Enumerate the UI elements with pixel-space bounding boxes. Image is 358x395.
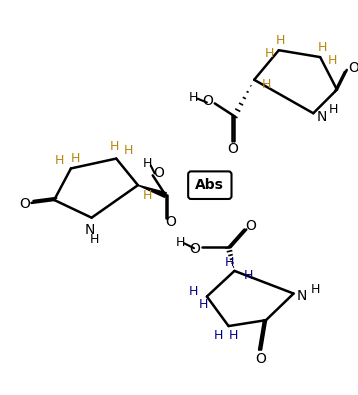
Text: H: H [310,283,320,296]
Text: N: N [317,110,327,124]
Text: H: H [243,269,253,282]
Text: H: H [225,256,234,269]
Text: H: H [229,329,238,342]
Text: H: H [276,34,285,47]
Text: H: H [264,47,274,60]
Text: O: O [153,166,164,181]
Text: O: O [227,142,238,156]
Text: H: H [124,144,133,157]
Text: H: H [327,54,337,67]
Text: H: H [71,152,81,165]
Text: O: O [165,214,176,229]
Polygon shape [138,185,166,198]
Text: O: O [256,352,266,366]
Text: H: H [90,233,99,246]
FancyBboxPatch shape [188,171,232,199]
Text: H: H [318,41,327,54]
Text: H: H [261,78,271,91]
Text: N: N [84,222,95,237]
Text: O: O [19,197,30,211]
Text: H: H [143,157,153,170]
Text: O: O [202,94,213,109]
Text: H: H [175,236,185,249]
Text: H: H [188,91,198,104]
Text: H: H [143,188,153,201]
Text: H: H [199,298,209,311]
Text: O: O [245,218,256,233]
Text: H: H [328,103,338,116]
Text: H: H [188,285,198,298]
Text: H: H [214,329,223,342]
Text: H: H [54,154,64,167]
Text: O: O [348,61,358,75]
Text: O: O [190,242,200,256]
Text: Abs: Abs [195,178,224,192]
Text: N: N [296,288,307,303]
Text: H: H [110,140,119,153]
